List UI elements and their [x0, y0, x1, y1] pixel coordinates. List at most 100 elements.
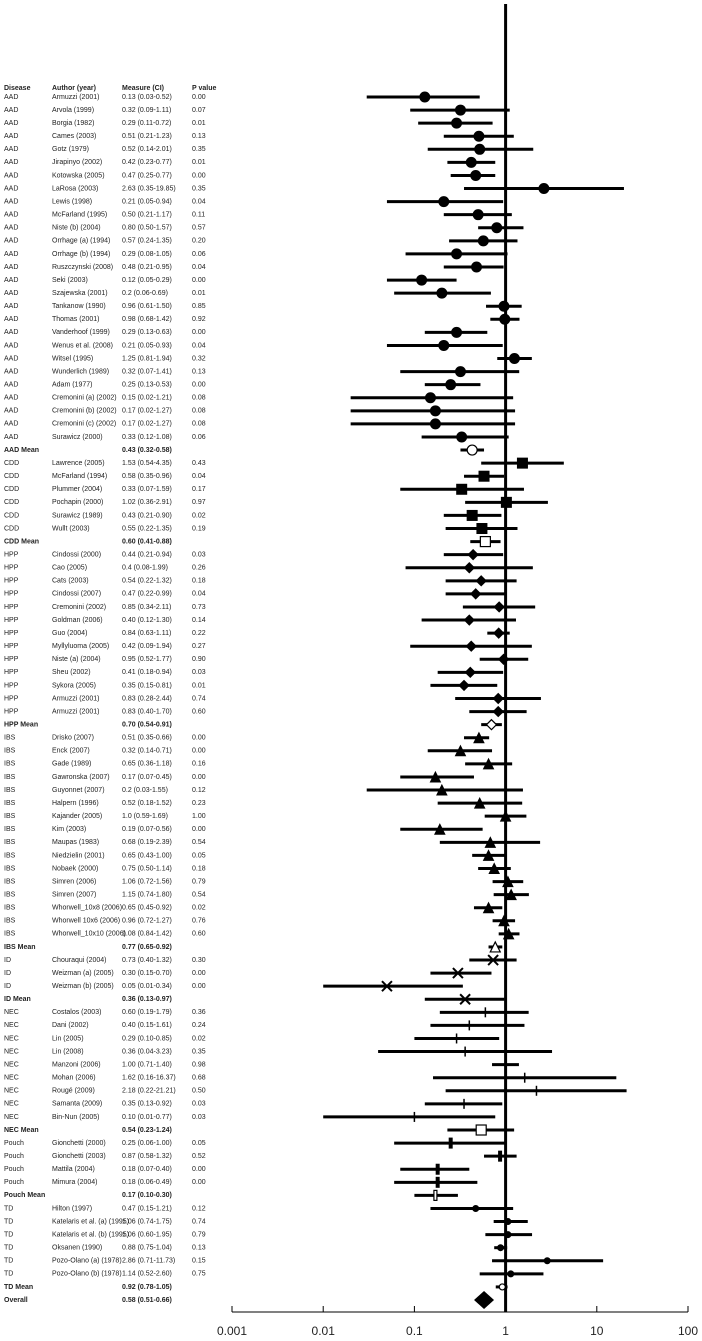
author: Katelaris et al. (a) (1995) [52, 1218, 129, 1225]
point [484, 836, 497, 848]
p-value: 0.76 [192, 918, 206, 925]
p-value: 0.74 [192, 695, 206, 702]
disease: AAD [4, 342, 18, 349]
point [492, 705, 504, 718]
point [445, 379, 457, 391]
point [538, 183, 550, 195]
disease: IBS [4, 918, 16, 925]
group-mean-label: IBS Mean [4, 944, 36, 951]
p-value: 0.23 [192, 800, 206, 807]
author: McFarland (1994) [52, 473, 107, 480]
author: Thomas (2001) [52, 316, 99, 323]
measure: 0.54 (0.22-1.32) [122, 578, 172, 585]
p-value: 1.00 [192, 813, 206, 820]
author: Dani (2002) [52, 1022, 89, 1029]
point [543, 1257, 551, 1265]
point [429, 770, 442, 783]
point [419, 91, 431, 103]
x-tick-label: 0.01 [312, 1324, 336, 1338]
measure: 0.40 (0.15-1.61) [122, 1022, 172, 1029]
measure: 0.17 (0.02-1.27) [122, 408, 172, 415]
author: Cremonini (b) (2002) [52, 408, 117, 415]
author: Wullt (2003) [52, 525, 90, 532]
p-value: 0.00 [192, 172, 206, 179]
disease: CDD [4, 525, 19, 532]
author: Adam (1977) [52, 382, 92, 389]
disease: ID [4, 983, 11, 990]
group-mean-measure: 0.77 (0.65-0.92) [122, 944, 172, 951]
point [456, 483, 468, 495]
author: Cindossi (2000) [52, 552, 101, 559]
measure: 0.65 (0.43-1.00) [122, 852, 172, 859]
point [475, 1124, 487, 1136]
disease: AAD [4, 290, 18, 297]
group-mean-measure: 0.60 (0.41-0.88) [122, 538, 172, 545]
point [451, 326, 463, 338]
point [463, 614, 476, 626]
p-value: 0.00 [192, 382, 206, 389]
disease: AAD [4, 382, 18, 389]
measure: 0.13 (0.03-0.52) [122, 94, 172, 101]
point [435, 1176, 440, 1188]
p-value: 0.12 [192, 787, 206, 794]
point [498, 300, 510, 312]
author: Plummer (2004) [52, 486, 102, 493]
measure: 0.60 (0.19-1.79) [122, 1009, 172, 1016]
measure: 0.41 (0.18-0.94) [122, 669, 172, 676]
disease: NEC [4, 1022, 19, 1029]
p-value: 0.01 [192, 682, 206, 689]
point [454, 104, 466, 116]
measure: 1.08 (0.84-1.42) [122, 931, 172, 938]
point [429, 418, 441, 430]
p-value: 0.24 [192, 1022, 206, 1029]
p-value: 0.00 [192, 983, 206, 990]
author: Oksanen (1990) [52, 1245, 102, 1252]
author: Kim (2003) [52, 826, 86, 833]
measure: 0.48 (0.21-0.95) [122, 264, 172, 271]
point [448, 1137, 453, 1149]
disease: NEC [4, 1088, 19, 1095]
measure: 0.15 (0.02-1.21) [122, 395, 172, 402]
author: Gionchetti (2000) [52, 1140, 106, 1147]
measure: 0.98 (0.68-1.42) [122, 316, 172, 323]
measure: 1.14 (0.52-2.60) [122, 1271, 172, 1278]
measure: 0.35 (0.13-0.92) [122, 1101, 172, 1108]
author: Mimura (2004) [52, 1179, 98, 1186]
p-value: 0.02 [192, 905, 206, 912]
measure: 0.55 (0.22-1.35) [122, 525, 172, 532]
author: Drisko (2007) [52, 735, 94, 742]
p-value: 0.04 [192, 473, 206, 480]
author: Cames (2003) [52, 133, 96, 140]
p-value: 0.06 [192, 434, 206, 441]
disease: HPP [4, 669, 19, 676]
measure: 0.33 (0.12-1.08) [122, 434, 172, 441]
author: Pochapin (2000) [52, 499, 103, 506]
measure: 0.83 (0.28-2.44) [122, 695, 172, 702]
disease: CDD [4, 499, 19, 506]
author: Borgia (1982) [52, 120, 94, 127]
measure: 0.47 (0.25-0.77) [122, 172, 172, 179]
measure: 0.12 (0.05-0.29) [122, 277, 172, 284]
disease: TD [4, 1258, 13, 1265]
disease: IBS [4, 787, 16, 794]
disease: Pouch [4, 1166, 24, 1173]
author: Lin (2005) [52, 1035, 84, 1042]
p-value: 0.07 [192, 107, 206, 114]
p-value: 0.60 [192, 708, 206, 715]
measure: 0.17 (0.07-0.45) [122, 774, 172, 781]
group-mean-label: TD Mean [4, 1284, 33, 1291]
measure: 0.21 (0.05-0.94) [122, 198, 172, 205]
author: Manzoni (2006) [52, 1061, 101, 1068]
header-p: P value [192, 85, 216, 92]
disease: AAD [4, 329, 18, 336]
p-value: 0.26 [192, 565, 206, 572]
header-measure: Measure (CI) [122, 85, 164, 92]
author: Halpern (1996) [52, 800, 99, 807]
point [436, 287, 448, 299]
author: Lin (2008) [52, 1048, 84, 1055]
point [475, 575, 487, 587]
measure: 0.96 (0.61-1.50) [122, 303, 172, 310]
disease: HPP [4, 630, 19, 637]
author: Vanderhoof (1999) [52, 329, 110, 336]
point [454, 744, 467, 757]
